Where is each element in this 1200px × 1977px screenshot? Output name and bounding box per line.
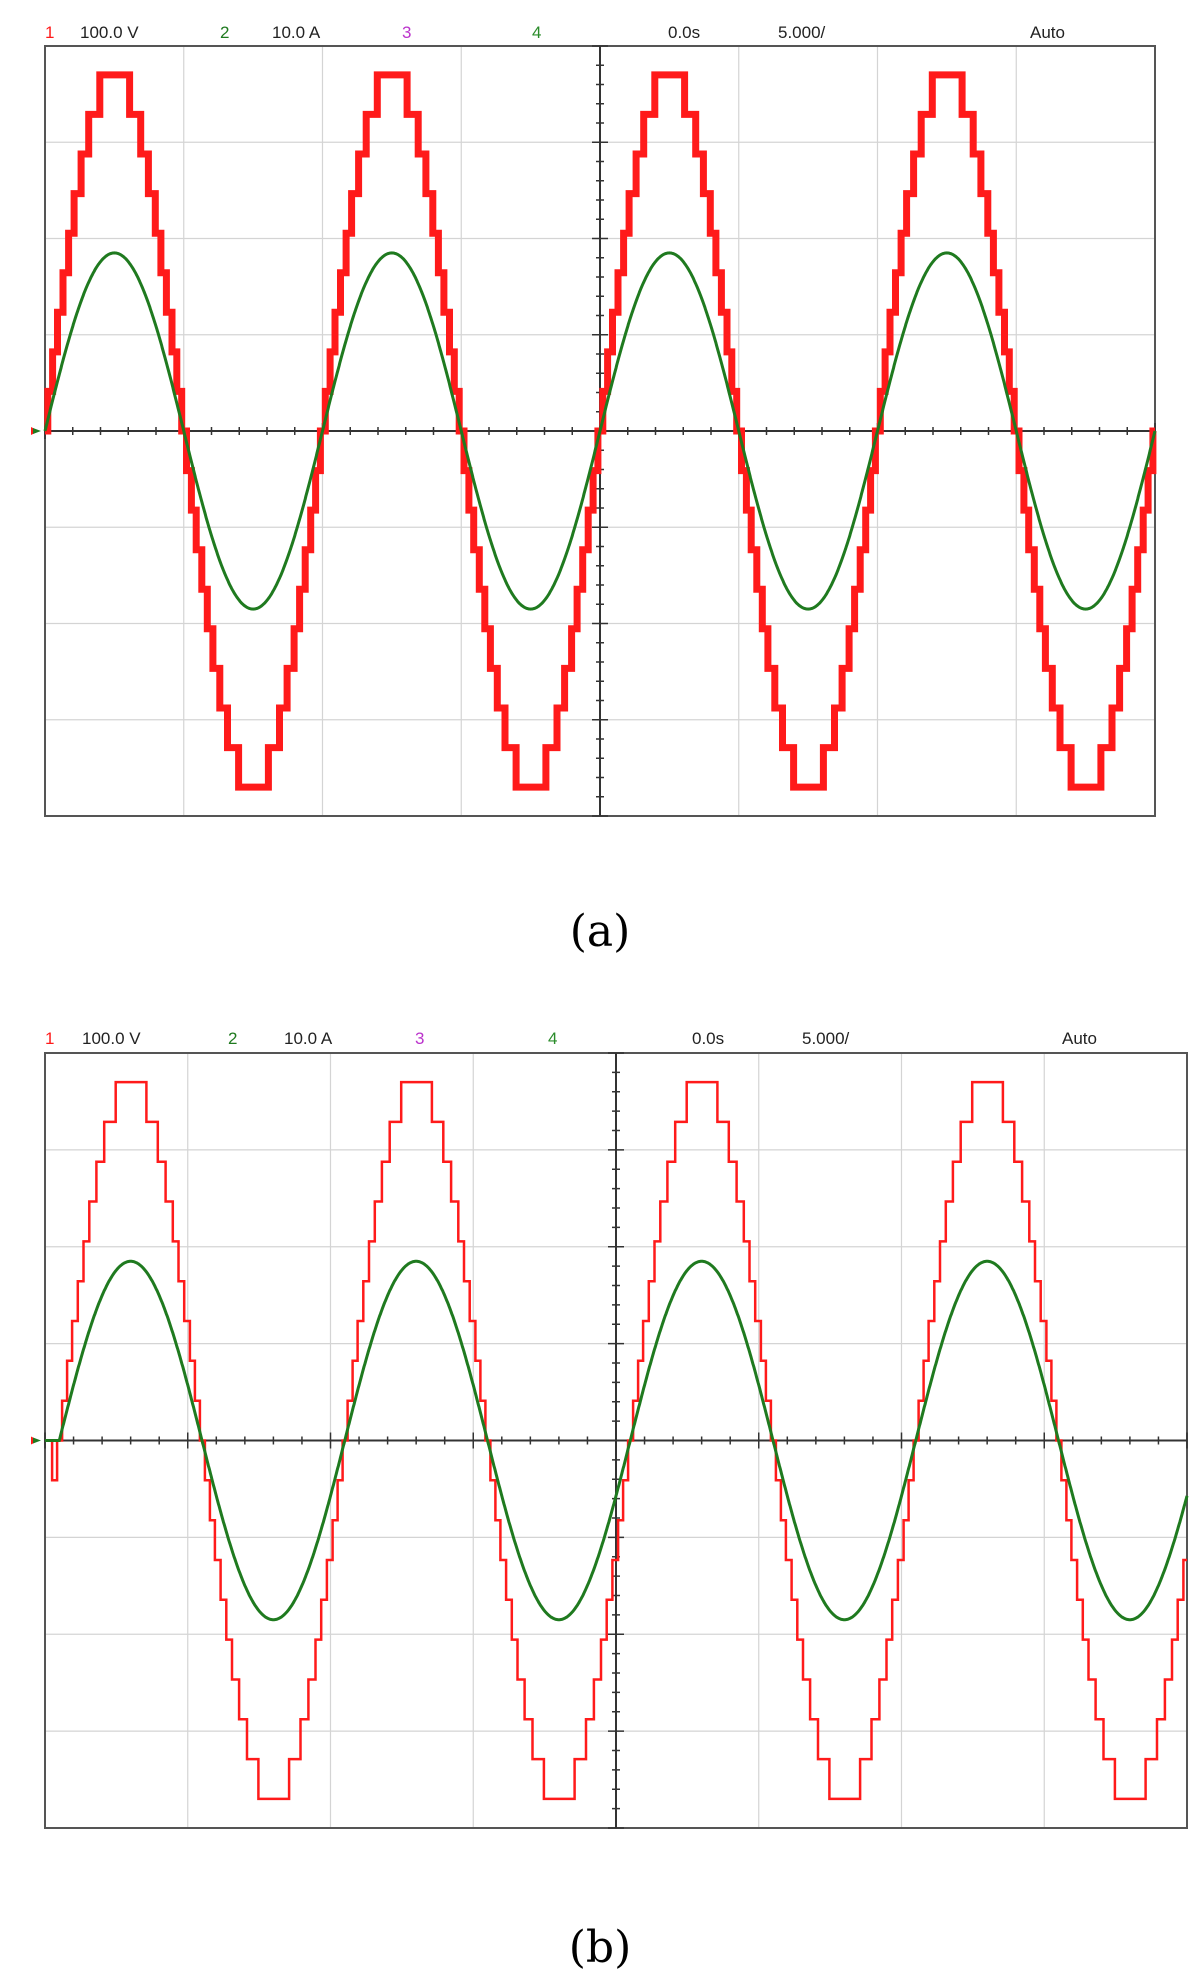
time-scale: 5.000/ <box>778 23 826 42</box>
time-scale: 5.000/ <box>802 1029 850 1048</box>
ch1-number: 1 <box>45 23 54 42</box>
trigger-mode: Auto <box>1062 1029 1097 1048</box>
ch1-scale: 100.0 V <box>82 1029 141 1048</box>
ch2-scale: 10.0 A <box>272 23 321 42</box>
trigger-mode: Auto <box>1030 23 1065 42</box>
ch2-current-trace <box>45 1259 1189 1622</box>
ch2-current-trace <box>43 251 1157 611</box>
figure-caption-b: (b) <box>569 1922 632 1973</box>
scope-panel-b: 1 100.0 V 2 10.0 A 3 4 0.0s 5.000/ Auto … <box>31 1029 1189 1973</box>
scope-header-b: 1 100.0 V 2 10.0 A 3 4 0.0s 5.000/ Auto <box>45 1029 1097 1048</box>
ch3-number: 3 <box>402 23 411 42</box>
plot-area-a <box>31 45 1157 817</box>
time-offset: 0.0s <box>668 23 700 42</box>
ch1-voltage-trace <box>45 1080 1187 1801</box>
scope-panel-a: 1 100.0 V 2 10.0 A 3 4 0.0s 5.000/ Auto … <box>31 23 1157 957</box>
ch4-number: 4 <box>532 23 541 42</box>
ch4-number: 4 <box>548 1029 557 1048</box>
scope-header-a: 1 100.0 V 2 10.0 A 3 4 0.0s 5.000/ Auto <box>45 23 1065 42</box>
time-offset: 0.0s <box>692 1029 724 1048</box>
ch2-ground-marker <box>33 428 41 434</box>
ch3-number: 3 <box>415 1029 424 1048</box>
ch2-scale: 10.0 A <box>284 1029 333 1048</box>
ch2-ground-marker <box>33 1437 41 1444</box>
ch2-number: 2 <box>220 23 229 42</box>
ch1-number: 1 <box>45 1029 54 1048</box>
ch2-number: 2 <box>228 1029 237 1048</box>
ch1-scale: 100.0 V <box>80 23 139 42</box>
plot-area-b <box>31 1052 1189 1829</box>
figure-caption-a: (a) <box>570 906 631 957</box>
